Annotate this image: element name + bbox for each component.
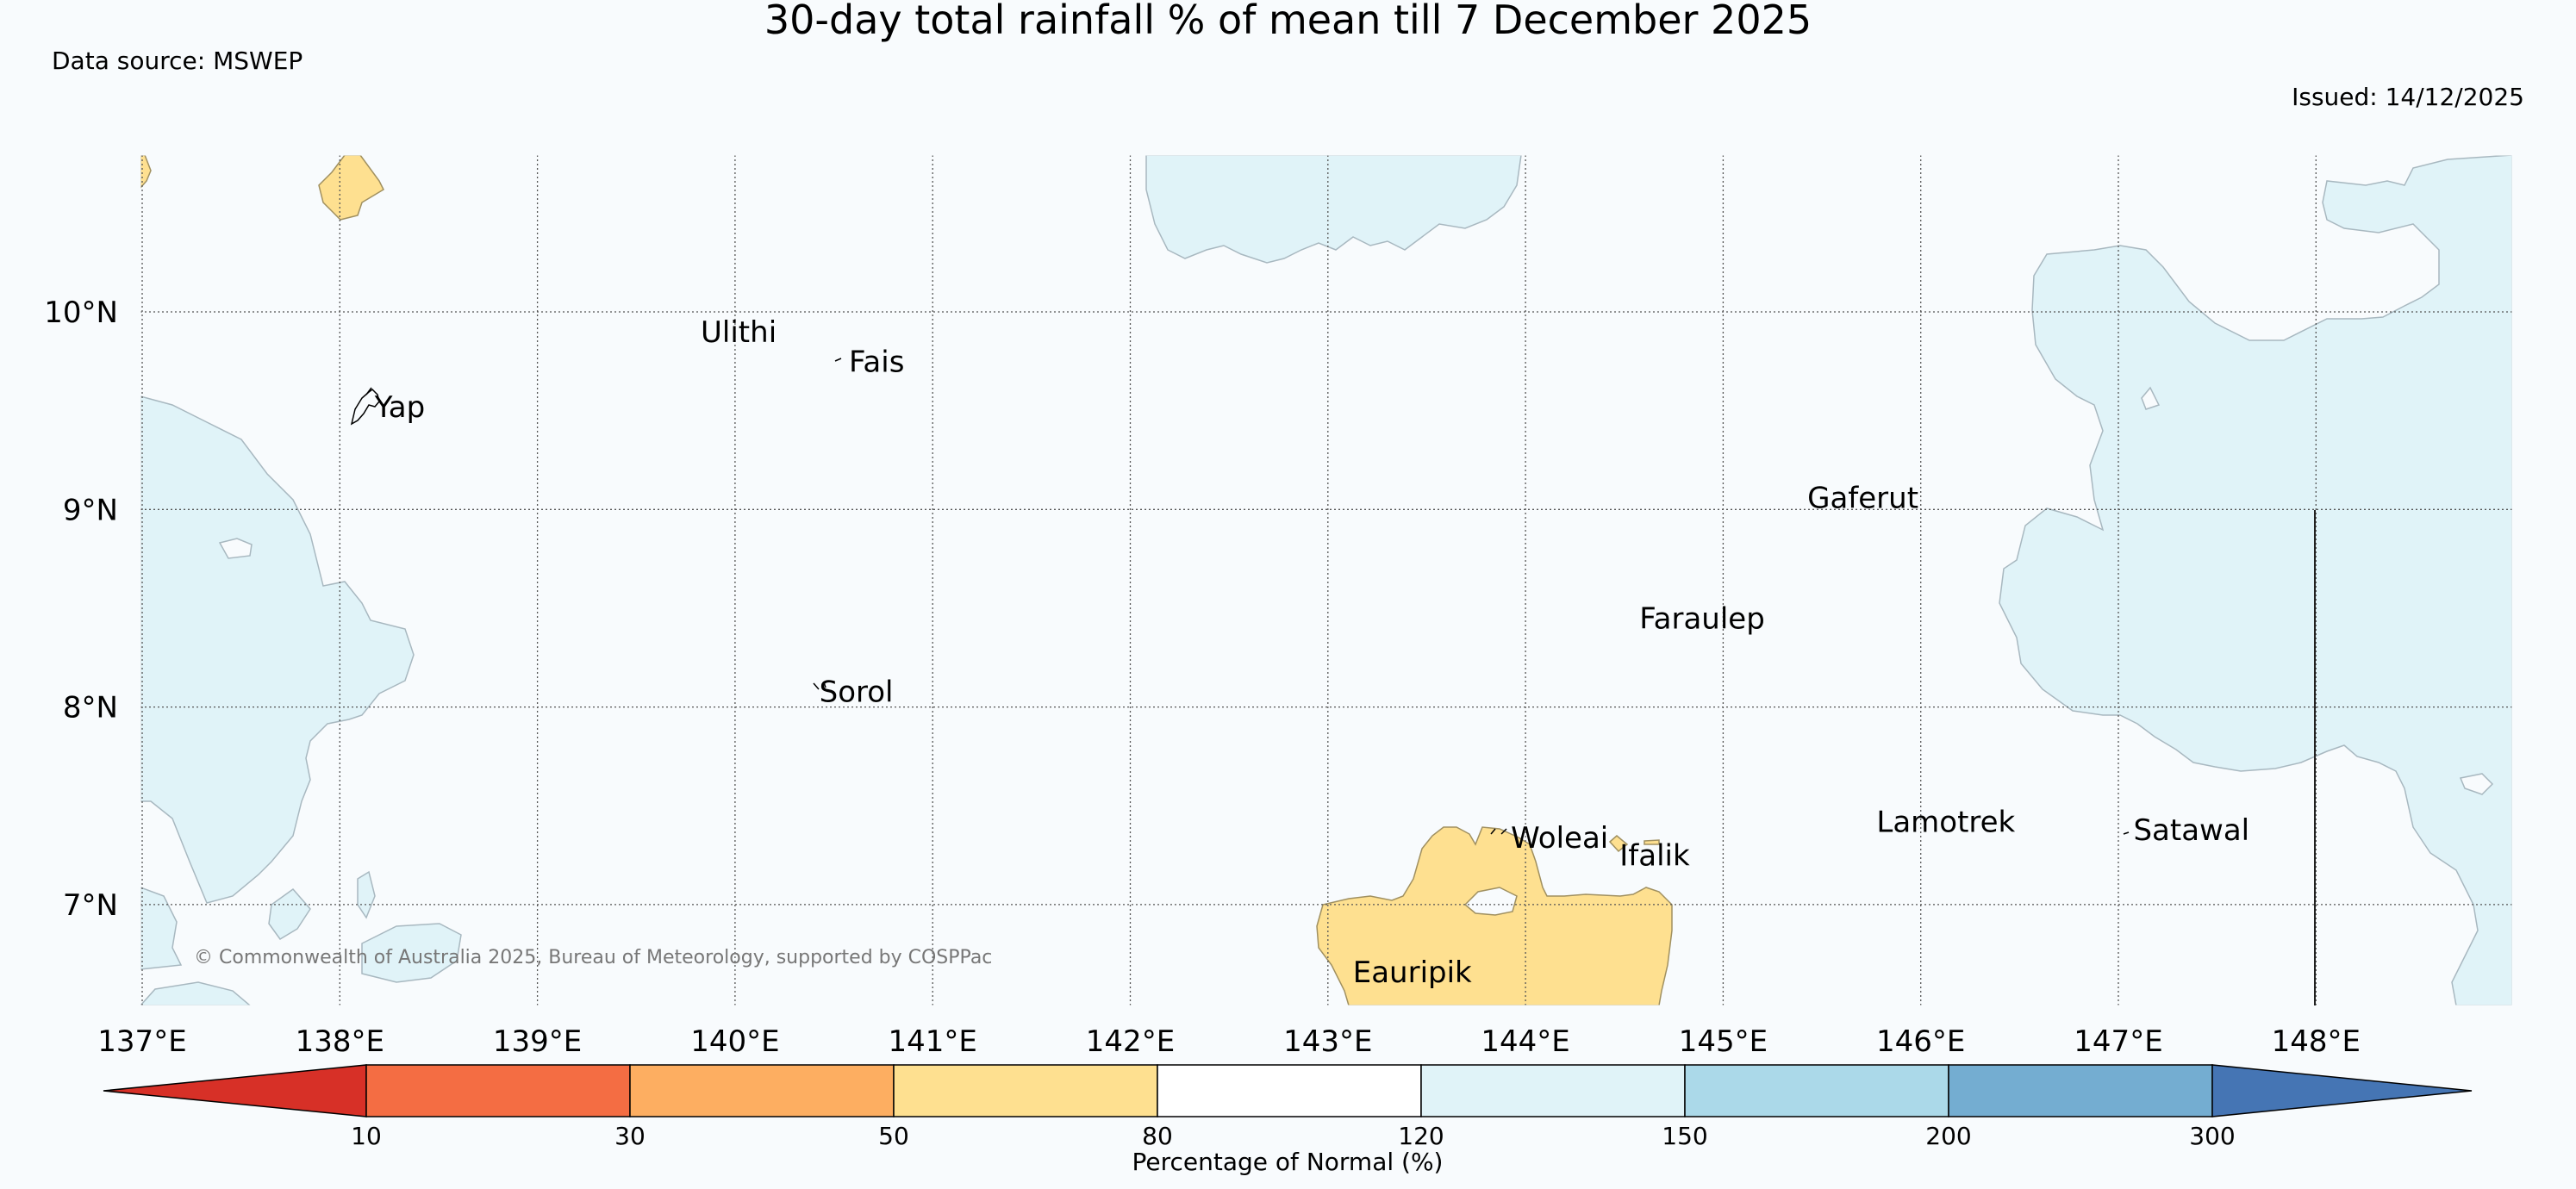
- colorbar-band: [1948, 1064, 2213, 1117]
- colorbar-tick-label: 30: [614, 1122, 646, 1150]
- longitude-label: 142°E: [1086, 1024, 1175, 1059]
- contour-lake-west: [218, 538, 253, 559]
- latitude-label: 10°N: [44, 296, 118, 330]
- island-label: Gaferut: [1807, 482, 1918, 516]
- contour-50-80-small1: [1608, 835, 1629, 853]
- island-label: Yap: [374, 390, 426, 425]
- longitude-label: 143°E: [1283, 1024, 1372, 1059]
- contour-50-80-north1: [318, 155, 384, 221]
- island-label: Lamotrek: [1876, 806, 2015, 840]
- longitude-label: 147°E: [2074, 1024, 2162, 1059]
- longitude-label: 137°E: [97, 1024, 186, 1059]
- longitude-label: 146°E: [1876, 1024, 1965, 1059]
- contour-lake-south: [1463, 887, 1518, 916]
- longitude-label: 141°E: [889, 1024, 977, 1059]
- island-label: Woleai: [1511, 821, 1608, 856]
- colorbar-tick-label: 300: [2189, 1122, 2235, 1150]
- island-label: Sorol: [820, 675, 894, 709]
- contour-120-150-east: [1999, 155, 2512, 1005]
- latitude-label: 7°N: [63, 888, 118, 923]
- latitude-label: 9°N: [63, 493, 118, 527]
- rainfall-contours: [140, 155, 2512, 1005]
- map-title: 30-day total rainfall % of mean till 7 D…: [764, 0, 1812, 43]
- island-markers: [350, 358, 2130, 835]
- gridlines: [140, 155, 2512, 1005]
- island-label: Fais: [849, 345, 904, 379]
- contour-50-80-south: [1316, 826, 1673, 1005]
- colorbar-band: [1157, 1064, 1422, 1117]
- island-label: Ifalik: [1619, 839, 1690, 874]
- map-frame: [140, 154, 2513, 1006]
- colorbar-tick-label: 50: [878, 1122, 909, 1150]
- island-label: Ulithi: [701, 315, 777, 350]
- colorbar-title: Percentage of Normal (%): [1132, 1148, 1444, 1176]
- latitude-label: 8°N: [63, 691, 118, 725]
- colorbar-tick-label: 120: [1398, 1122, 1444, 1150]
- colorbar-band: [1420, 1064, 1686, 1117]
- colorbar-band: [893, 1064, 1158, 1117]
- yap-island-outline: [350, 389, 380, 426]
- contour-120-150-sw4: [361, 923, 462, 983]
- island-label: Satawal: [2133, 813, 2249, 848]
- contour-50-80-small2: [1644, 839, 1660, 845]
- contour-lake-east2: [2459, 773, 2494, 795]
- copyright-notice: © Commonwealth of Australia 2025, Bureau…: [194, 947, 992, 968]
- colorbar-band: [1684, 1064, 1949, 1117]
- colorbar-tick-label: 200: [1925, 1122, 1971, 1150]
- colorbar-under-arrow: [103, 1064, 367, 1117]
- contour-50-80-north2: [140, 155, 152, 190]
- contour-120-150-west: [140, 395, 415, 904]
- colorbar: 10 30 50 80 120 150 200 300: [103, 1064, 2473, 1150]
- longitude-label: 140°E: [690, 1024, 779, 1059]
- data-source-label: Data source: MSWEP: [52, 47, 303, 75]
- longitude-labels: 137°E 138°E 139°E 140°E 141°E 142°E 143°E 144°E…: [97, 1024, 2361, 1059]
- colorbar-band: [629, 1064, 895, 1117]
- contour-120-150-sw5: [140, 981, 252, 1005]
- issued-date-label: Issued: 14/12/2025: [2292, 83, 2524, 111]
- colorbar-tick-label: 80: [1142, 1122, 1173, 1150]
- island-label: Eauripik: [1353, 956, 1472, 990]
- colorbar-band: [365, 1064, 631, 1117]
- longitude-label: 139°E: [493, 1024, 582, 1059]
- contour-lake-east1: [2141, 386, 2161, 410]
- longitude-label: 138°E: [296, 1024, 384, 1059]
- contour-120-150-north: [1145, 155, 1522, 264]
- contour-120-150-sw1: [140, 887, 183, 970]
- longitude-label: 145°E: [1679, 1024, 1768, 1059]
- colorbar-over-arrow: [2211, 1064, 2473, 1117]
- contour-120-150-sw3: [357, 870, 376, 919]
- island-label: Faraulep: [1639, 601, 1765, 636]
- colorbar-tick-label: 10: [351, 1122, 382, 1150]
- contour-120-150-sw2: [268, 887, 311, 940]
- colorbar-tick-label: 150: [1662, 1122, 1707, 1150]
- longitude-label: 148°E: [2272, 1024, 2361, 1059]
- latitude-labels: 10°N 9°N 8°N 7°N: [44, 296, 118, 923]
- island-labels: Ulithi Fais Yap Gaferut Faraulep Sorol Woleai I…: [374, 315, 2249, 990]
- longitude-label: 144°E: [1481, 1024, 1569, 1059]
